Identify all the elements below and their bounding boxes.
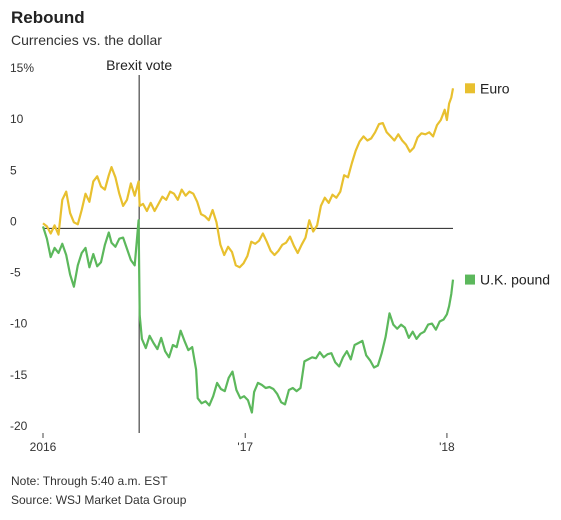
u-k-pound-line <box>41 219 455 414</box>
y-tick-label: -15 <box>10 368 28 382</box>
euro-legend-label: Euro <box>480 80 510 96</box>
chart-subtitle: Currencies vs. the dollar <box>11 32 162 48</box>
x-tick-label: 2016 <box>30 440 57 454</box>
x-tick-label: '17 <box>237 440 253 454</box>
chart-title: Rebound <box>11 8 85 27</box>
brexit-vote-label: Brexit vote <box>106 57 172 73</box>
y-tick-label: 10 <box>10 112 24 126</box>
footnote-note: Note: Through 5:40 a.m. EST <box>11 474 168 488</box>
y-tick-label: 15% <box>10 61 34 75</box>
x-tick-label: '18 <box>439 440 455 454</box>
footnote-source: Source: WSJ Market Data Group <box>11 493 187 507</box>
euro-legend-swatch <box>465 83 475 94</box>
y-tick-label: 0 <box>10 214 17 228</box>
euro-line <box>42 88 455 269</box>
u-k-pound-legend-label: U.K. pound <box>480 272 550 288</box>
y-tick-label: -10 <box>10 317 28 331</box>
u-k-pound-legend-swatch <box>465 274 475 285</box>
y-tick-label: -20 <box>10 419 28 433</box>
y-tick-label: 5 <box>10 163 17 177</box>
y-tick-label: -5 <box>10 266 21 280</box>
